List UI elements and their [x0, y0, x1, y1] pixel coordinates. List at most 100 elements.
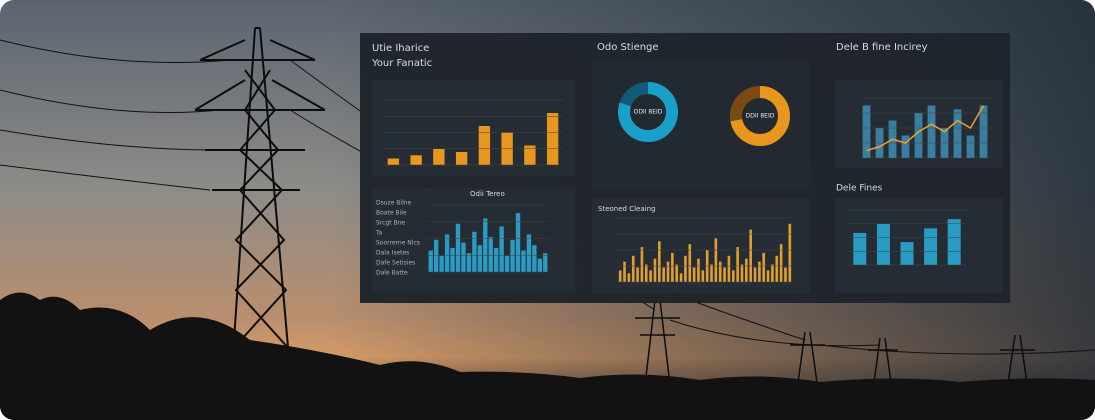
- panel: [372, 80, 575, 176]
- panel-title: Odo Stienge: [597, 42, 659, 53]
- bar: [779, 244, 783, 282]
- donut-label: DDII 8EID: [746, 113, 775, 120]
- bar: [671, 252, 674, 282]
- panel-title: Steoned Cleaing: [598, 205, 655, 213]
- list-item: Soorrerne Nlcs: [376, 240, 420, 247]
- bar: [979, 105, 988, 158]
- bar: [477, 245, 482, 272]
- bar: [653, 258, 657, 282]
- bar: [543, 253, 548, 272]
- power-lines: [0, 39, 1095, 355]
- bar: [745, 258, 748, 282]
- bar: [428, 250, 433, 272]
- bar: [900, 242, 914, 265]
- donut-label: ODII 8EID: [634, 109, 663, 116]
- bar: [472, 231, 477, 272]
- bar: [537, 258, 542, 272]
- title: Utie Iharice: [372, 43, 429, 54]
- list-item: Dale Batte: [376, 270, 408, 277]
- bar: [775, 255, 779, 282]
- bar: [731, 270, 735, 282]
- bar: [532, 245, 537, 272]
- bar: [483, 218, 488, 272]
- bar: [684, 255, 687, 282]
- bar: [771, 264, 774, 282]
- bar: [749, 229, 752, 282]
- bar: [504, 255, 510, 272]
- bar: [666, 261, 670, 282]
- bar: [488, 237, 493, 272]
- bar: [644, 264, 648, 282]
- bar: [853, 232, 867, 265]
- bar: [387, 158, 400, 165]
- bar: [914, 113, 923, 158]
- bar: [526, 234, 532, 272]
- list-item: Dsuze Bilne: [376, 200, 412, 207]
- bar: [461, 242, 466, 272]
- bar: [723, 267, 726, 282]
- bar: [740, 264, 744, 282]
- donut-arc: [618, 82, 678, 142]
- bar: [455, 152, 468, 165]
- bar: [784, 267, 787, 282]
- bar: [753, 267, 757, 282]
- bar: [727, 255, 731, 282]
- bar: [433, 148, 445, 165]
- small-pylons: [635, 299, 1035, 391]
- bar: [901, 135, 910, 158]
- panel-title: Dele B fine Incirey: [836, 42, 928, 53]
- tree-line: [0, 292, 1095, 420]
- bar: [675, 264, 679, 282]
- bar: [649, 270, 652, 282]
- bar: [466, 253, 472, 272]
- bar: [662, 267, 665, 282]
- bar: [697, 258, 700, 282]
- bar: [788, 223, 792, 282]
- list-item: Ta: [375, 230, 383, 237]
- bar: [618, 270, 622, 282]
- bar: [450, 247, 455, 272]
- bar: [439, 255, 444, 272]
- subtitle: Your Fanatic: [371, 58, 432, 69]
- bar: [434, 239, 439, 272]
- bar: [478, 126, 491, 165]
- bar: [515, 213, 521, 272]
- bar: [736, 247, 739, 282]
- bar: [862, 105, 871, 158]
- bar: [494, 247, 499, 272]
- bar: [679, 273, 683, 282]
- bar: [627, 273, 631, 282]
- bar: [658, 241, 661, 282]
- bar: [623, 261, 626, 282]
- bar: [521, 250, 526, 272]
- bar: [410, 155, 422, 165]
- list-item: Dafe Setisies: [376, 260, 415, 267]
- bar: [546, 113, 559, 165]
- panel-title: Dele Fines: [836, 184, 883, 194]
- bar: [692, 267, 696, 282]
- list-item: Srcgt Bne: [376, 220, 405, 227]
- bar: [927, 105, 936, 158]
- bar: [714, 238, 718, 282]
- bar: [758, 261, 761, 282]
- bar: [710, 264, 713, 282]
- bar: [947, 219, 961, 265]
- donut-arc: [730, 86, 790, 146]
- bar: [688, 244, 692, 282]
- bar: [701, 270, 705, 282]
- bar: [924, 228, 938, 265]
- bar: [718, 261, 722, 282]
- panel-title: Odii Tereo: [470, 190, 505, 198]
- bar: [444, 234, 450, 272]
- bar: [876, 223, 890, 265]
- bar: [640, 247, 644, 282]
- bar: [762, 252, 766, 282]
- pylon: [194, 27, 326, 371]
- bar: [766, 270, 770, 282]
- list-item: Dala Isetes: [376, 250, 409, 257]
- bar: [499, 226, 504, 272]
- bar: [966, 135, 975, 158]
- bar: [524, 145, 536, 165]
